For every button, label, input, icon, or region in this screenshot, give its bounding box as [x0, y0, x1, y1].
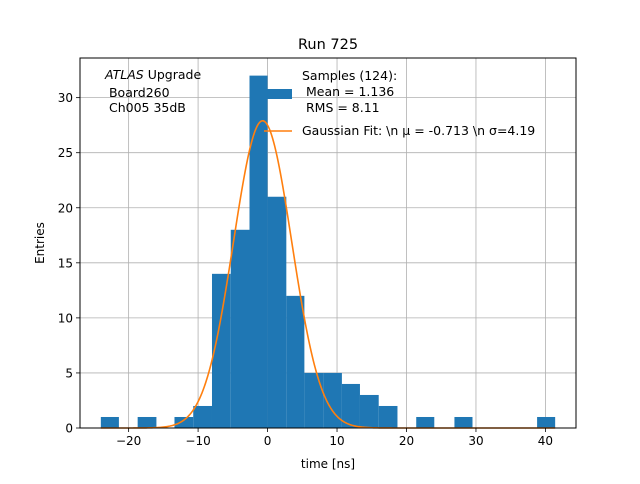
x-tick-label: 30 — [468, 434, 483, 448]
histogram-bar — [211, 273, 231, 428]
histogram-bar — [341, 383, 360, 428]
x-tick-label: −20 — [116, 434, 141, 448]
histogram-bar — [416, 416, 435, 428]
x-axis-label: time [ns] — [301, 457, 355, 471]
annotation-box: ATLAS Upgrade Board260 Ch005 35dB — [104, 67, 201, 115]
histogram-bar — [100, 416, 119, 428]
histogram-bar — [174, 416, 194, 428]
x-tick-label: 0 — [264, 434, 272, 448]
histogram-bar — [267, 196, 287, 428]
y-tick-label: 5 — [65, 366, 73, 380]
legend-hist-line-3: RMS = 8.11 — [302, 100, 380, 115]
legend: Samples (124): Mean = 1.136 RMS = 8.11 G… — [264, 68, 535, 138]
chart-title: Run 725 — [298, 37, 358, 53]
annotation-line-3: Ch005 35dB — [105, 100, 186, 115]
axis-ticks: −20 −10 0 10 20 30 40 0 5 10 15 20 25 30 — [58, 91, 553, 448]
legend-hist-line-2: Mean = 1.136 — [302, 84, 394, 99]
histogram-bar — [378, 405, 398, 428]
histogram-bar — [454, 416, 473, 428]
histogram-bar — [230, 229, 250, 428]
annotation-line-2: Board260 — [105, 85, 170, 100]
x-tick-label: 10 — [329, 434, 344, 448]
y-tick-label: 25 — [58, 146, 73, 160]
y-tick-label: 15 — [58, 256, 73, 270]
y-tick-label: 20 — [58, 201, 73, 215]
legend-hist-swatch — [264, 89, 292, 99]
y-axis-label: Entries — [33, 222, 47, 264]
x-tick-label: −10 — [185, 434, 210, 448]
plot-frame — [79, 57, 577, 429]
grid — [80, 58, 576, 429]
histogram-bar — [359, 394, 379, 428]
annotation-upgrade: Upgrade — [144, 67, 202, 82]
legend-hist-line-1: Samples (124): — [302, 68, 397, 83]
y-tick-label: 30 — [58, 91, 73, 105]
histogram-bar — [137, 416, 157, 428]
histogram-bars — [100, 75, 556, 428]
x-tick-label: 20 — [399, 434, 414, 448]
histogram-bar — [249, 75, 268, 428]
histogram-bar — [304, 372, 324, 428]
histogram-bar — [323, 372, 342, 428]
annotation-line-1: ATLAS Upgrade — [104, 67, 201, 82]
y-tick-label: 10 — [58, 311, 73, 325]
histogram-bar — [193, 405, 212, 428]
histogram-bar — [537, 416, 556, 428]
annotation-atlas: ATLAS — [104, 67, 144, 82]
y-tick-label: 0 — [65, 422, 73, 436]
histogram-bar — [286, 295, 305, 428]
x-tick-label: 40 — [538, 434, 553, 448]
legend-fit-label: Gaussian Fit: \n μ = -0.713 \n σ=4.19 — [302, 123, 535, 138]
